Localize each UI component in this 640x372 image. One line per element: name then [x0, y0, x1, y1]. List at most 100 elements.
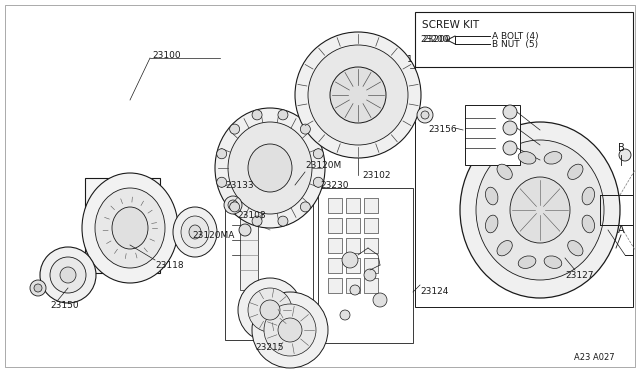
Bar	[364, 218, 378, 233]
Ellipse shape	[30, 280, 46, 296]
Text: B: B	[618, 143, 625, 153]
Bar	[346, 258, 360, 273]
Bar	[364, 198, 378, 213]
Text: 23120MA: 23120MA	[192, 231, 234, 240]
Ellipse shape	[518, 152, 536, 164]
Ellipse shape	[619, 149, 631, 161]
Text: 23200: 23200	[422, 35, 451, 45]
Ellipse shape	[342, 252, 358, 268]
Bar	[364, 238, 378, 253]
Ellipse shape	[417, 107, 433, 123]
Ellipse shape	[476, 140, 604, 280]
Ellipse shape	[300, 124, 310, 134]
Ellipse shape	[503, 105, 517, 119]
Ellipse shape	[568, 241, 583, 256]
Bar	[346, 218, 360, 233]
Ellipse shape	[252, 292, 328, 368]
Ellipse shape	[582, 187, 595, 205]
Ellipse shape	[486, 215, 498, 233]
Ellipse shape	[230, 124, 239, 134]
Ellipse shape	[40, 247, 96, 303]
Bar	[318, 188, 413, 343]
Bar	[85, 178, 160, 273]
Bar	[346, 238, 360, 253]
Ellipse shape	[95, 188, 165, 268]
Ellipse shape	[300, 202, 310, 212]
Ellipse shape	[278, 110, 288, 120]
Text: 23120M: 23120M	[305, 160, 341, 170]
Ellipse shape	[510, 177, 570, 243]
Bar	[240, 200, 258, 290]
Text: 23200: 23200	[420, 35, 449, 45]
Ellipse shape	[34, 284, 42, 292]
Text: 23230: 23230	[320, 180, 349, 189]
Ellipse shape	[486, 187, 498, 205]
Ellipse shape	[350, 285, 360, 295]
Text: 23150: 23150	[50, 301, 79, 310]
Text: A: A	[618, 225, 625, 235]
Ellipse shape	[503, 141, 517, 155]
Ellipse shape	[421, 111, 429, 119]
Text: A23 A027: A23 A027	[574, 353, 615, 362]
Ellipse shape	[239, 224, 251, 236]
Bar	[328, 238, 342, 253]
Ellipse shape	[568, 164, 583, 179]
Ellipse shape	[224, 196, 242, 214]
Bar	[346, 198, 360, 213]
Ellipse shape	[228, 200, 238, 210]
Text: 23133: 23133	[225, 180, 253, 189]
Text: 23118: 23118	[155, 260, 184, 269]
Text: 23215: 23215	[256, 343, 284, 352]
Ellipse shape	[364, 269, 376, 281]
Bar	[364, 258, 378, 273]
Ellipse shape	[308, 45, 408, 145]
Bar	[225, 188, 313, 340]
Ellipse shape	[340, 310, 350, 320]
Ellipse shape	[460, 122, 620, 298]
Ellipse shape	[230, 202, 239, 212]
Ellipse shape	[314, 149, 323, 159]
Text: 23100: 23100	[152, 51, 180, 60]
Ellipse shape	[497, 241, 512, 256]
Ellipse shape	[215, 108, 325, 228]
Text: 23108: 23108	[237, 211, 266, 219]
Bar	[220, 183, 415, 348]
Ellipse shape	[181, 216, 209, 248]
Ellipse shape	[518, 256, 536, 269]
Ellipse shape	[50, 257, 86, 293]
Ellipse shape	[503, 121, 517, 135]
Ellipse shape	[260, 300, 280, 320]
Text: 23102: 23102	[362, 170, 390, 180]
Ellipse shape	[248, 288, 292, 332]
Ellipse shape	[60, 267, 76, 283]
Ellipse shape	[217, 177, 227, 187]
Text: B NUT  (5): B NUT (5)	[492, 39, 538, 48]
Text: A BOLT (4): A BOLT (4)	[492, 32, 539, 41]
Ellipse shape	[373, 293, 387, 307]
Ellipse shape	[264, 304, 316, 356]
Ellipse shape	[295, 32, 421, 158]
Text: 23124: 23124	[420, 288, 449, 296]
Bar	[415, 67, 633, 307]
Bar	[465, 105, 520, 165]
Ellipse shape	[228, 122, 312, 214]
Ellipse shape	[238, 278, 302, 342]
Bar	[346, 278, 360, 293]
Ellipse shape	[582, 215, 595, 233]
Ellipse shape	[173, 207, 217, 257]
Text: SCREW KIT: SCREW KIT	[422, 20, 479, 30]
Ellipse shape	[278, 216, 288, 226]
Ellipse shape	[544, 256, 562, 269]
Ellipse shape	[330, 67, 386, 123]
Text: 23156: 23156	[428, 125, 456, 135]
Ellipse shape	[278, 318, 302, 342]
Ellipse shape	[252, 216, 262, 226]
Ellipse shape	[217, 149, 227, 159]
Bar	[328, 258, 342, 273]
Bar	[328, 218, 342, 233]
Ellipse shape	[544, 152, 562, 164]
Text: 1: 1	[407, 55, 413, 64]
Ellipse shape	[189, 225, 201, 239]
Ellipse shape	[82, 173, 178, 283]
Ellipse shape	[314, 177, 323, 187]
